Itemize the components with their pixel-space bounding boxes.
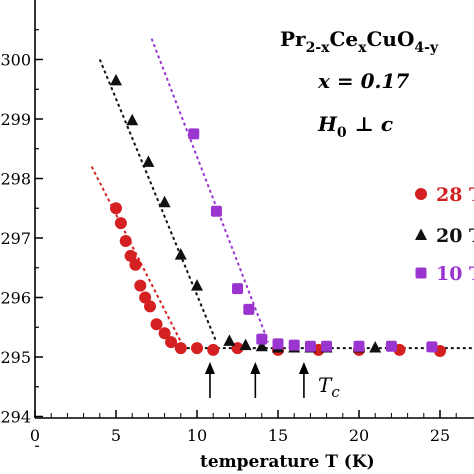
fit-line [90, 166, 185, 349]
tc-arrows [204, 362, 309, 398]
legend-label: 28 T [436, 184, 474, 206]
legend: 28 T 20 T 10 T [415, 184, 474, 285]
legend-marker [415, 267, 427, 279]
x-tick-label: 5 [111, 426, 121, 445]
tc-arrow-head [204, 362, 215, 374]
field-annotation: H0 ⊥ c [317, 112, 393, 141]
data-point [114, 217, 127, 230]
legend-marker [415, 188, 427, 200]
data-point [119, 234, 132, 247]
data-point [129, 258, 142, 271]
data-point [369, 340, 382, 353]
y-ticks: 294 295 296 297 298 299 300 [0, 29, 43, 447]
fit-line [98, 59, 218, 343]
data-point [426, 341, 438, 353]
y-tick-label: 296 [0, 289, 31, 308]
tc-arrow-head [298, 362, 309, 374]
tc-label: Tc [318, 373, 340, 401]
data-point [126, 113, 139, 126]
fit-lines [90, 38, 270, 349]
data-point [110, 202, 122, 215]
data-point [288, 339, 300, 351]
data-point [191, 279, 203, 291]
doping-annotation: x = 0.17 [317, 69, 409, 93]
y-tick-label: 297 [0, 229, 31, 248]
data-markers [110, 73, 446, 358]
x-tick-label: 10 [187, 426, 207, 445]
data-point [150, 318, 163, 331]
y-tick-label: 300 [0, 51, 31, 70]
data-point [353, 340, 365, 352]
data-point [165, 336, 178, 349]
data-point [272, 338, 284, 350]
data-point [223, 334, 236, 346]
tc-arrow-head [250, 362, 261, 374]
data-point [304, 340, 316, 352]
x-tick-label: 20 [349, 426, 369, 445]
y-tick-label: 298 [0, 170, 31, 189]
legend-label: 20 T [436, 225, 474, 247]
y-tick-label: 299 [0, 110, 31, 129]
data-point [210, 205, 222, 217]
x-ticks: 0 5 10 15 20 25 [30, 410, 457, 445]
y-tick-label: 295 [0, 348, 31, 367]
x-axis-title: temperature T (K) [200, 452, 375, 472]
data-point [207, 343, 220, 356]
x-tick-label: 25 [430, 426, 450, 445]
formula-annotation: Pr2-xCexCuO4-y [280, 27, 439, 56]
data-point [158, 327, 171, 340]
y-tick-label: 294 [0, 408, 31, 427]
x-tick-label: 0 [30, 426, 40, 445]
data-point [110, 73, 122, 86]
data-point [256, 333, 268, 345]
x-tick-label: 15 [268, 426, 288, 445]
data-point [158, 195, 171, 208]
data-point [124, 249, 137, 262]
data-point [134, 279, 147, 292]
legend-label: 10 T [436, 263, 474, 285]
data-point [191, 342, 203, 355]
data-point [232, 283, 243, 295]
data-point [142, 155, 155, 167]
data-point [243, 303, 255, 315]
data-point [139, 291, 152, 304]
data-point [174, 342, 187, 355]
data-point [188, 128, 200, 140]
data-point [174, 248, 187, 260]
data-point [321, 340, 333, 352]
data-point [255, 339, 268, 352]
fit-line [150, 38, 270, 343]
data-point [144, 300, 157, 313]
data-point [385, 340, 397, 352]
legend-marker [415, 228, 427, 240]
data-point [239, 338, 252, 351]
